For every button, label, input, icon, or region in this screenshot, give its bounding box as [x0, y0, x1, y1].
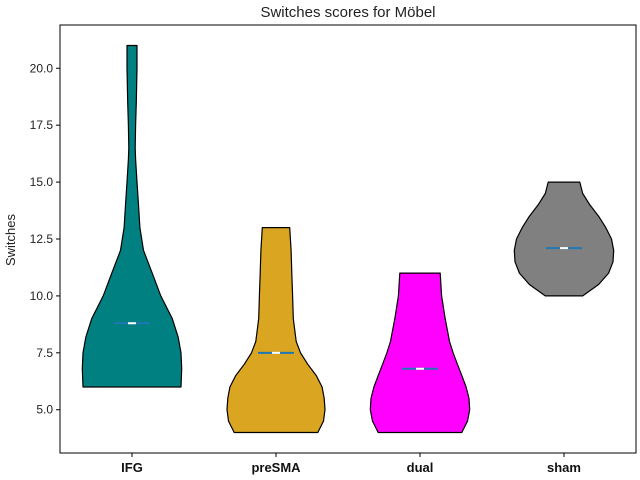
x-tick-label: dual — [407, 460, 434, 475]
y-axis-ticks: 5.0 7.5 10.0 12.5 15.0 17.5 20.0 — [30, 61, 60, 417]
y-tick-label: 15.0 — [30, 175, 54, 189]
y-tick-label: 12.5 — [30, 232, 54, 246]
plot-frame — [59, 24, 637, 454]
violin-preSMA — [226, 227, 326, 434]
y-tick-label: 5.0 — [36, 403, 53, 417]
y-tick-label: 20.0 — [30, 61, 54, 75]
violin-IFG — [81, 44, 183, 388]
x-tick-label: sham — [547, 460, 581, 475]
x-axis-ticks: IFG preSMA dual sham — [121, 453, 581, 475]
x-tick-label: IFG — [121, 460, 143, 475]
violin-dual — [369, 272, 471, 434]
x-tick-label: preSMA — [251, 460, 301, 475]
y-tick-label: 10.0 — [30, 289, 54, 303]
chart-title: Switches scores for Möbel — [260, 4, 435, 21]
violin-sham — [513, 181, 615, 297]
y-tick-label: 7.5 — [36, 346, 53, 360]
y-axis-label: Switches — [3, 213, 18, 266]
y-tick-label: 17.5 — [30, 118, 54, 132]
violin-group — [81, 44, 615, 434]
